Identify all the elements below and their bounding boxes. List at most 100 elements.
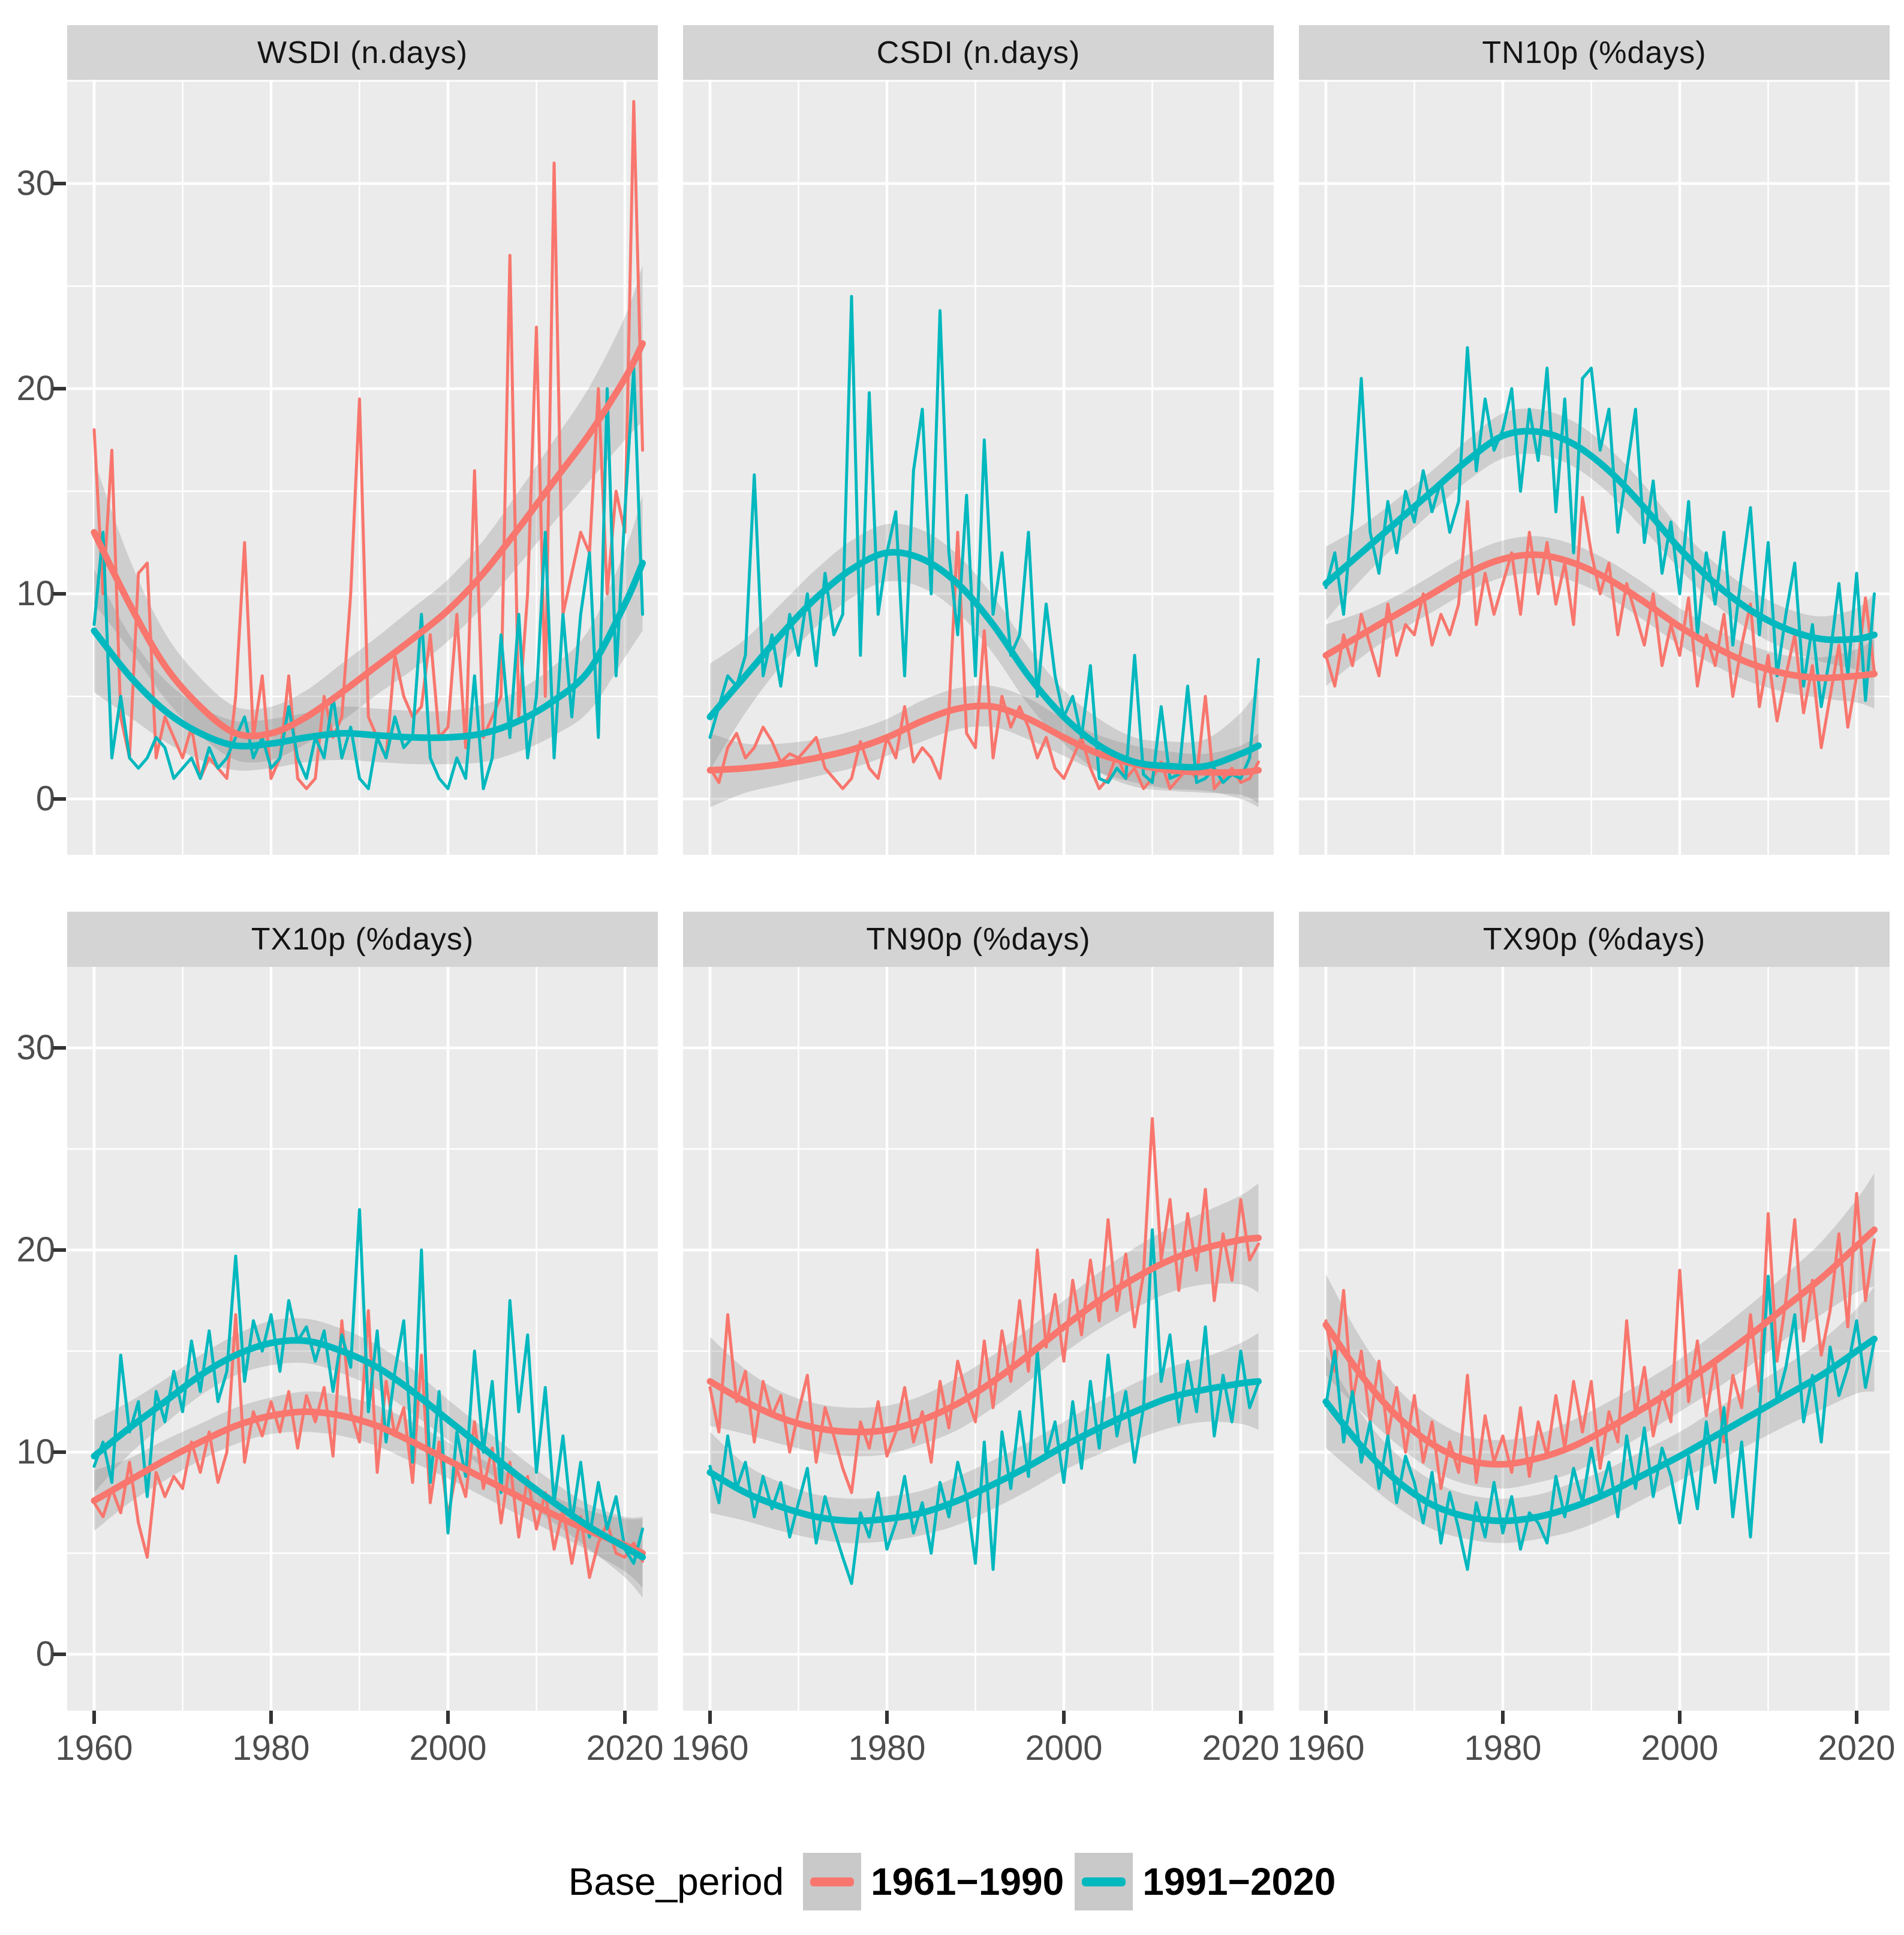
smooth-line-1991−2020 [706, 1378, 1262, 1525]
panel-tx90p: TX90p (%days) [1299, 912, 1890, 1711]
y-tick-mark [53, 797, 66, 801]
annual-line-1961−1990 [708, 530, 1260, 791]
gridlines [683, 80, 1274, 855]
x-tick-mark [269, 1711, 273, 1724]
x-tick-mark [92, 1711, 96, 1724]
legend-title: Base_period [568, 1860, 784, 1903]
gridlines [683, 967, 1274, 1711]
legend: Base_period 1961−1990 1991−2020 [0, 1843, 1904, 1921]
y-tick-label: 0 [35, 779, 55, 818]
smooth-line-1961−1990 [91, 340, 646, 740]
x-tick-label: 2000 [1641, 1729, 1719, 1768]
x-tick-mark [1855, 1711, 1858, 1724]
legend-key-line-red [810, 1877, 855, 1886]
y-tick-label: 20 [16, 369, 55, 408]
y-tick-label: 30 [16, 1028, 55, 1067]
annual-line-1961−1990 [1324, 1192, 1876, 1491]
annual-line-1961−1990 [92, 1309, 644, 1579]
annual-line-1991−2020 [708, 295, 1260, 785]
panel-tn10p: TN10p (%days) [1299, 25, 1890, 855]
legend-key-swatch [1075, 1853, 1133, 1910]
panel-strip: TX90p (%days) [1299, 912, 1890, 967]
smooth-line-1991−2020 [1322, 1335, 1878, 1525]
x-tick-label: 2020 [1818, 1729, 1896, 1768]
confidence-ribbons [710, 523, 1259, 807]
legend-label: 1961−1990 [871, 1860, 1064, 1903]
ribbon-1991−2020 [710, 523, 1259, 803]
legend-key-line-teal [1082, 1877, 1126, 1886]
annual-line-1991−2020 [708, 1228, 1260, 1585]
panel-tx10p: TX10p (%days) [67, 912, 658, 1711]
legend-item-1961-1990[interactable]: 1961−1990 [803, 1853, 1064, 1910]
legend-key-swatch [803, 1853, 862, 1910]
panel-plot-area [67, 80, 658, 855]
smooth-line-1961−1990 [91, 1408, 646, 1557]
panel-title: TN90p (%days) [866, 922, 1091, 957]
x-tick-mark [1062, 1711, 1066, 1724]
annual-line-1991−2020 [92, 366, 644, 791]
x-tick-mark [623, 1711, 627, 1724]
gridlines [67, 967, 658, 1711]
smooth-line-1961−1990 [1322, 551, 1878, 681]
ribbon-1991−2020 [710, 1333, 1259, 1543]
panel-title: WSDI (n.days) [257, 35, 468, 70]
smooth-line-1991−2020 [91, 560, 646, 750]
smooth-line-1991−2020 [91, 1337, 646, 1561]
smooth-line-1961−1990 [1322, 1226, 1878, 1468]
y-tick-mark [53, 592, 66, 596]
ribbon-1961−1990 [710, 1183, 1259, 1456]
y-tick-mark [53, 1046, 66, 1050]
panel-title: TX10p (%days) [251, 922, 474, 957]
legend-item-1991-2020[interactable]: 1991−2020 [1075, 1853, 1335, 1910]
y-tick-label: 10 [16, 574, 55, 613]
x-tick-mark [446, 1711, 450, 1724]
y-tick-label: 20 [16, 1230, 55, 1269]
panel-plot-area [683, 80, 1274, 855]
y-tick-label: 10 [16, 1432, 55, 1471]
confidence-ribbons [1326, 408, 1875, 709]
panel-strip: TN10p (%days) [1299, 25, 1890, 80]
panel-plot-area [67, 967, 658, 1711]
panel-strip: TN90p (%days) [683, 912, 1274, 967]
confidence-ribbons [94, 1318, 643, 1598]
x-tick-mark [1678, 1711, 1682, 1724]
x-tick-label: 2020 [586, 1729, 664, 1768]
smooth-line-1961−1990 [706, 702, 1262, 776]
panel-strip: TX10p (%days) [67, 912, 658, 967]
panel-title: TN10p (%days) [1482, 35, 1707, 70]
ribbon-1961−1990 [710, 685, 1259, 807]
y-tick-mark [53, 182, 66, 185]
y-tick-mark [53, 1450, 66, 1454]
y-tick-mark [53, 1652, 66, 1656]
x-tick-label: 1980 [848, 1729, 926, 1768]
confidence-ribbons [710, 1183, 1259, 1543]
smooth-line-1961−1990 [706, 1234, 1262, 1435]
x-tick-label: 1980 [232, 1729, 310, 1768]
panel-tn90p: TN90p (%days) [683, 912, 1274, 1711]
x-tick-mark [708, 1711, 712, 1724]
panel-title: TX90p (%days) [1482, 922, 1706, 957]
y-tick-mark [53, 387, 66, 390]
x-tick-mark [1501, 1711, 1505, 1724]
x-tick-mark [1324, 1711, 1328, 1724]
smooth-line-1991−2020 [1322, 428, 1878, 644]
panel-strip: CSDI (n.days) [683, 25, 1274, 80]
x-tick-label: 1960 [55, 1729, 133, 1768]
panel-wsdi: WSDI (n.days) [67, 25, 658, 855]
legend-label: 1991−2020 [1142, 1860, 1336, 1903]
x-tick-label: 2000 [409, 1729, 487, 1768]
gridlines [1299, 80, 1890, 855]
smooth-line-1991−2020 [706, 549, 1262, 771]
annual-line-1961−1990 [1324, 495, 1876, 749]
panel-strip: WSDI (n.days) [67, 25, 658, 80]
panel-title: CSDI (n.days) [876, 35, 1081, 70]
x-tick-mark [1239, 1711, 1243, 1724]
y-tick-mark [53, 1248, 66, 1252]
ribbon-1991−2020 [94, 1318, 643, 1598]
y-tick-label: 0 [35, 1634, 55, 1673]
panel-plot-area [1299, 967, 1890, 1711]
x-tick-label: 1960 [671, 1729, 749, 1768]
annual-line-1961−1990 [92, 100, 644, 791]
x-tick-mark [885, 1711, 889, 1724]
